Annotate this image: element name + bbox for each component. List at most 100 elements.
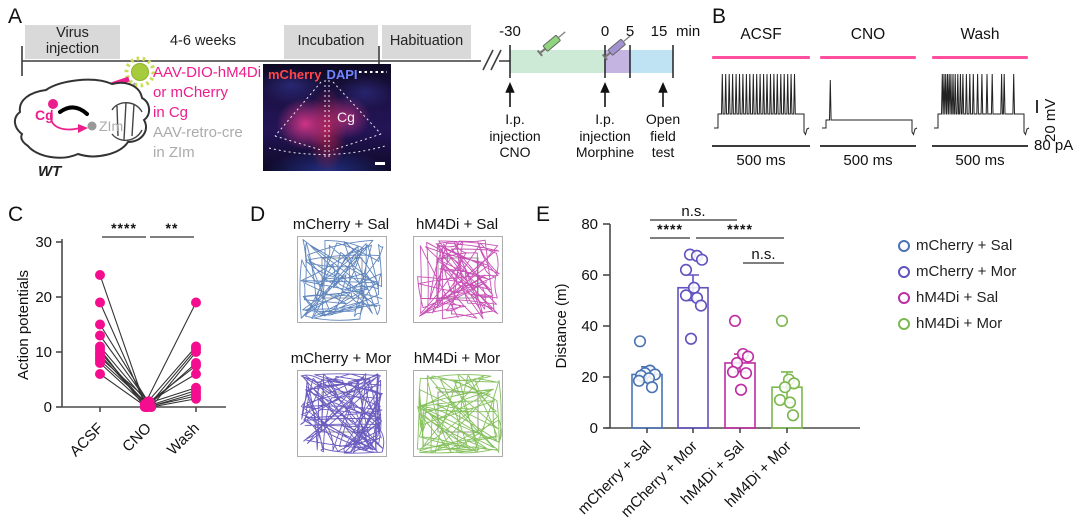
micrograph-overlay: Cg bbox=[268, 71, 387, 165]
voltage-scale-label: 20 mV bbox=[1042, 98, 1059, 142]
event-ip-cno: I.p. injection CNO bbox=[489, 111, 541, 161]
syringe-cno-icon bbox=[536, 31, 566, 57]
segment-morphine bbox=[605, 50, 630, 73]
data-point bbox=[95, 369, 105, 379]
legend-marker-icon bbox=[898, 239, 910, 252]
data-point bbox=[95, 330, 105, 341]
brain-diagram: Cg ZIm WT bbox=[14, 56, 156, 180]
data-point bbox=[95, 358, 105, 368]
condition-wash-label: Wash bbox=[960, 26, 1000, 43]
tick-minus30: -30 bbox=[499, 23, 521, 40]
openfield-box bbox=[413, 370, 503, 457]
data-point bbox=[739, 367, 753, 380]
time-scale-cno: 500 ms bbox=[843, 152, 893, 169]
legend-item: mCherry + Sal bbox=[898, 237, 1016, 254]
injection-line-4: AAV-retro-cre bbox=[153, 124, 243, 141]
panel-e-label: E bbox=[536, 203, 551, 226]
data-point bbox=[95, 319, 105, 330]
sig-label: ** bbox=[166, 220, 179, 236]
data-point bbox=[778, 381, 792, 394]
legend: mCherry + Sal mCherry + Mor hM4Di + Sal hM4… bbox=[898, 237, 1016, 332]
segment-test bbox=[630, 50, 673, 73]
y-axis-label: Action potentials bbox=[15, 270, 32, 380]
x-tick-label: CNO bbox=[119, 420, 155, 456]
y-tick-label: 0 bbox=[44, 399, 52, 416]
panel-a-label: A bbox=[8, 5, 23, 28]
data-point bbox=[786, 409, 800, 422]
injection-line-1: AAV-DIO-hM4Di bbox=[153, 64, 262, 81]
locomotion-path bbox=[299, 239, 384, 321]
data-point bbox=[695, 253, 709, 266]
zim-dot bbox=[87, 121, 97, 131]
tick-5: 5 bbox=[625, 23, 635, 40]
micrograph-header: mCherry DAPI bbox=[268, 67, 358, 82]
trace-cno bbox=[822, 79, 918, 136]
trace-wash bbox=[934, 73, 1030, 136]
timeline-break-icon bbox=[482, 49, 502, 71]
stim-bar-acsf bbox=[712, 56, 810, 59]
y-tick-label: 20 bbox=[35, 289, 52, 306]
event-arrows bbox=[505, 82, 668, 107]
legend-label: mCherry + Mor bbox=[916, 263, 1017, 280]
tick-0: 0 bbox=[600, 23, 610, 40]
legend-marker-icon bbox=[898, 291, 910, 304]
data-point bbox=[679, 289, 693, 302]
scale-bar bbox=[375, 162, 385, 165]
sig-label: n.s. bbox=[681, 203, 705, 220]
stim-bar-wash bbox=[932, 56, 1028, 59]
cg-dot bbox=[48, 99, 58, 109]
sig-label: **** bbox=[727, 221, 753, 237]
data-point bbox=[95, 297, 105, 308]
data-point bbox=[95, 270, 105, 280]
data-point bbox=[645, 381, 659, 394]
of-title-mcherry-mor: mCherry + Mor bbox=[290, 350, 392, 367]
locomotion-path bbox=[416, 373, 502, 454]
y-tick-label: 40 bbox=[581, 318, 598, 335]
virus-icon bbox=[131, 63, 149, 81]
pair-line bbox=[99, 351, 197, 406]
micrograph: mCherry DAPI Cg bbox=[263, 64, 391, 171]
sig-label: **** bbox=[111, 220, 137, 236]
cg-label: Cg bbox=[35, 107, 54, 123]
data-point bbox=[728, 314, 742, 327]
tick-unit: min bbox=[676, 23, 701, 40]
data-point bbox=[694, 299, 708, 312]
data-point bbox=[191, 347, 201, 357]
locomotion-path bbox=[300, 373, 385, 454]
cerebellum-lines bbox=[111, 101, 143, 141]
stain-dapi-label: DAPI bbox=[326, 67, 358, 82]
panel-b-label: B bbox=[712, 5, 727, 28]
data-point bbox=[684, 332, 698, 345]
locomotion-path bbox=[417, 239, 500, 320]
current-step-line-acsf bbox=[712, 145, 810, 147]
openfield-box bbox=[297, 236, 387, 323]
voltage-scalebar bbox=[1036, 100, 1038, 113]
tick-15: 15 bbox=[650, 23, 668, 40]
legend-marker-icon bbox=[898, 265, 910, 278]
event-ip-morphine: I.p. injection Morphine bbox=[575, 111, 635, 161]
trace-acsf bbox=[714, 73, 810, 136]
sig-label: **** bbox=[657, 221, 683, 237]
virus-rays-icon bbox=[124, 56, 156, 88]
data-point bbox=[633, 335, 647, 348]
data-point bbox=[141, 402, 152, 412]
legend-label: hM4Di + Sal bbox=[916, 289, 999, 306]
syringe-morphine-icon bbox=[601, 35, 631, 61]
data-point bbox=[191, 297, 201, 308]
legend-label: mCherry + Sal bbox=[916, 237, 1013, 254]
data-point bbox=[775, 314, 789, 327]
membrane-trace bbox=[934, 73, 1030, 136]
phase-habituation: Habituation bbox=[382, 25, 471, 59]
current-step-line-wash bbox=[932, 145, 1028, 147]
condition-acsf-label: ACSF bbox=[740, 26, 782, 43]
y-tick-label: 30 bbox=[35, 234, 52, 251]
micrograph-region-label: Cg bbox=[337, 109, 355, 125]
y-tick-label: 10 bbox=[35, 344, 52, 361]
of-title-hm4di-mor: hM4Di + Mor bbox=[413, 350, 501, 367]
current-label: 80 pA bbox=[1034, 137, 1074, 154]
legend-item: mCherry + Mor bbox=[898, 263, 1016, 280]
time-scale-wash: 500 ms bbox=[955, 152, 1005, 169]
y-tick-label: 60 bbox=[581, 267, 598, 284]
